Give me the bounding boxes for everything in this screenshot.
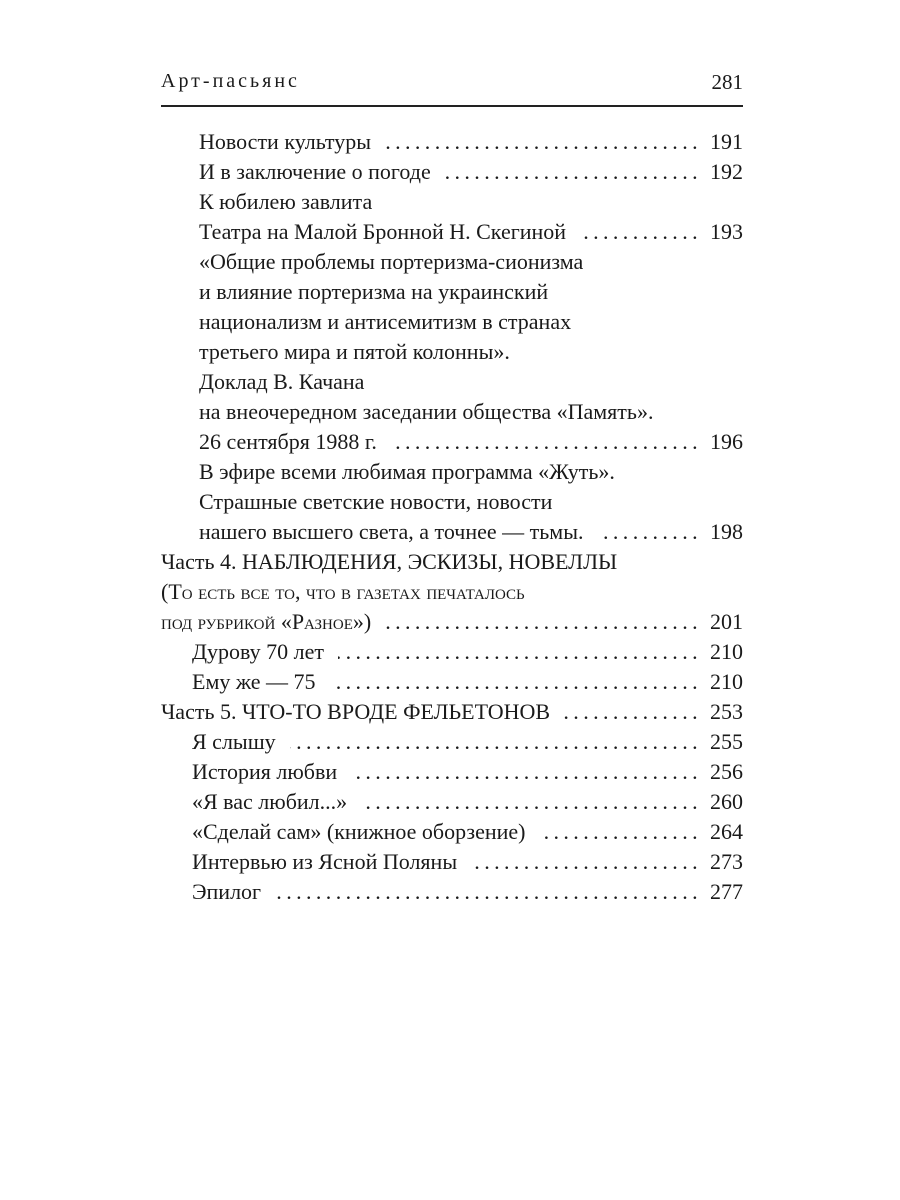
toc-entry: Страшные светские новости, новости [199, 487, 552, 517]
toc-entry-page: 264 [710, 819, 743, 844]
toc-entry-title: третьего мира и пятой колонны». [199, 339, 510, 364]
toc-entry-title: Ему же — 75 [192, 669, 316, 694]
header-rule [161, 105, 743, 107]
toc-entry-title: К юбилею завлита [199, 189, 373, 214]
toc-entry: Я слышу.................................… [192, 727, 743, 757]
dot-leader: ........................................… [444, 159, 702, 184]
toc-entry-title: на внеочередном заседании общества «Памя… [199, 399, 654, 424]
running-head: Арт-пасьянс 281 [161, 70, 743, 98]
toc-entry-page: 193 [710, 219, 743, 244]
toc-entry: «Общие проблемы портеризма-сионизма [199, 247, 583, 277]
toc-entry-title: 26 сентября 1988 г. [199, 429, 377, 454]
toc-entry-page: 260 [710, 789, 743, 814]
toc-entry-page: 210 [710, 669, 743, 694]
toc-entry-title: (То есть все то, что в газетах печаталос… [161, 579, 525, 604]
toc-entry-page: 277 [710, 879, 743, 904]
toc-entry-page: 253 [710, 699, 743, 724]
toc-entry-title: под рубрикой «Разное») [161, 609, 372, 634]
dot-leader: ........................................… [338, 639, 702, 664]
dot-leader: ........................................… [385, 609, 702, 634]
toc-entry-page: 273 [710, 849, 743, 874]
toc-entry: К юбилею завлита [199, 187, 372, 217]
toc-entry-title: Новости культуры [199, 129, 372, 154]
dot-leader: ........................................… [564, 699, 702, 724]
toc-entry-title: В эфире всеми любимая программа «Жуть». [199, 459, 615, 484]
toc-entry-title: и влияние портеризма на украинский [199, 279, 549, 304]
toc-entry: нашего высшего света, а точнее — тьмы...… [199, 517, 743, 547]
toc-entry-title: нашего высшего света, а точнее — тьмы. [199, 519, 584, 544]
toc-entry: Эпилог..................................… [192, 877, 743, 907]
dot-leader: ........................................… [580, 219, 702, 244]
page-number: 281 [711, 70, 744, 94]
toc-entry-page: 192 [710, 159, 743, 184]
toc-entry: Ему же — 75.............................… [192, 667, 743, 697]
toc-entry-page: 196 [710, 429, 743, 454]
toc-entry-title: Часть 5. ЧТО-ТО ВРОДЕ ФЕЛЬЕТОНОВ [161, 699, 551, 724]
toc-entry: Дурову 70 лет...........................… [192, 637, 743, 667]
dot-leader: ........................................… [330, 669, 702, 694]
toc-entry-title: Театра на Малой Бронной Н. Скегиной [199, 219, 567, 244]
toc-entry-page: 210 [710, 639, 743, 664]
dot-leader: ........................................… [361, 789, 702, 814]
toc-entry-title: «Общие проблемы портеризма-сионизма [199, 249, 584, 274]
toc-entry: Часть 4. НАБЛЮДЕНИЯ, ЭСКИЗЫ, НОВЕЛЛЫ [161, 547, 617, 577]
toc-entry-title: «Я вас любил...» [192, 789, 348, 814]
toc-entry-title: «Сделай сам» (книжное оборзение) [192, 819, 526, 844]
toc-entry: и влияние портеризма на украинский [199, 277, 548, 307]
running-head-title: Арт-пасьянс [161, 70, 300, 92]
toc-entry-title: И в заключение о погоде [199, 159, 431, 184]
toc-entry-title: Дурову 70 лет [192, 639, 324, 664]
dot-leader: ........................................… [471, 849, 702, 874]
toc-entry-title: Я слышу [192, 729, 276, 754]
toc-entry: Новости культуры........................… [199, 127, 743, 157]
toc-entry-title: Страшные светские новости, новости [199, 489, 553, 514]
dot-leader: ........................................… [351, 759, 702, 784]
dot-leader: ........................................… [391, 429, 702, 454]
dot-leader: ........................................… [540, 819, 702, 844]
toc-entry: И в заключение о погоде.................… [199, 157, 743, 187]
toc-entry-title: История любви [192, 759, 338, 784]
toc-entry-title: Эпилог [192, 879, 262, 904]
toc-entry-title: национализм и антисемитизм в странах [199, 309, 572, 334]
toc-entry: В эфире всеми любимая программа «Жуть». [199, 457, 615, 487]
toc-entry-title: Часть 4. НАБЛЮДЕНИЯ, ЭСКИЗЫ, НОВЕЛЛЫ [161, 549, 618, 574]
dot-leader: ........................................… [385, 129, 702, 154]
toc-entry: Доклад В. Качана [199, 367, 364, 397]
toc-entry: Интервью из Ясной Поляны................… [192, 847, 743, 877]
toc-entry-page: 191 [710, 129, 743, 154]
toc-entry: История любви...........................… [192, 757, 743, 787]
toc-entry: национализм и антисемитизм в странах [199, 307, 571, 337]
toc-entry: под рубрикой «Разное»)..................… [161, 607, 743, 637]
dot-leader: ........................................… [598, 519, 702, 544]
toc-entry-page: 201 [710, 609, 743, 634]
toc-entry-page: 256 [710, 759, 743, 784]
toc-entry-page: 255 [710, 729, 743, 754]
toc-entry-title: Доклад В. Качана [199, 369, 365, 394]
toc-entry: на внеочередном заседании общества «Памя… [199, 397, 653, 427]
toc-entry: «Сделай сам» (книжное оборзение)........… [192, 817, 743, 847]
toc-entry: (То есть все то, что в газетах печаталос… [161, 577, 525, 607]
toc-entry: Часть 5. ЧТО-ТО ВРОДЕ ФЕЛЬЕТОНОВ........… [161, 697, 743, 727]
toc-entry: «Я вас любил...»........................… [192, 787, 743, 817]
dot-leader: ........................................… [275, 879, 702, 904]
toc-entry-title: Интервью из Ясной Поляны [192, 849, 458, 874]
dot-leader: ........................................… [290, 729, 702, 754]
toc-entry-page: 198 [710, 519, 743, 544]
toc-entry: Театра на Малой Бронной Н. Скегиной.....… [199, 217, 743, 247]
toc-entry: 26 сентября 1988 г......................… [199, 427, 743, 457]
toc-entry: третьего мира и пятой колонны». [199, 337, 510, 367]
